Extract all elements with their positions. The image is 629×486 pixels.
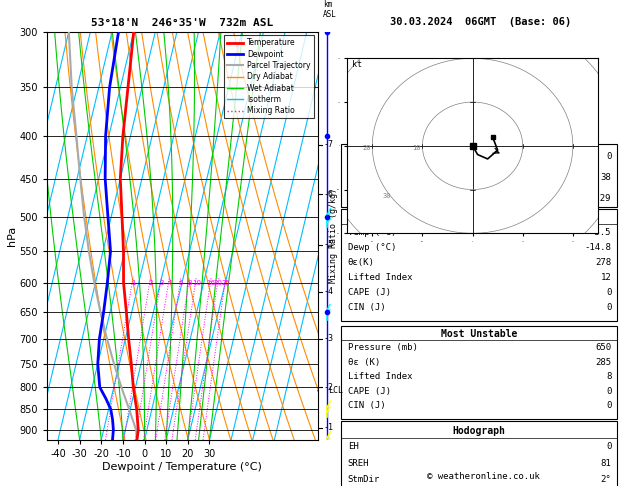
Text: PW (cm): PW (cm) (348, 194, 386, 203)
Text: CIN (J): CIN (J) (348, 303, 386, 312)
Text: θε(K): θε(K) (348, 258, 375, 267)
Text: 1: 1 (131, 280, 135, 286)
Title: 53°18'N  246°35'W  732m ASL: 53°18'N 246°35'W 732m ASL (91, 18, 274, 28)
Y-axis label: hPa: hPa (7, 226, 17, 246)
Text: 0: 0 (606, 303, 611, 312)
Text: -14.8: -14.8 (584, 243, 611, 252)
Text: 0: 0 (606, 288, 611, 297)
Text: 30: 30 (382, 193, 391, 199)
Text: 20: 20 (214, 280, 223, 286)
Text: 6: 6 (179, 280, 183, 286)
Text: -2: -2 (323, 382, 333, 392)
Text: 0: 0 (606, 152, 611, 161)
Text: 0: 0 (606, 442, 611, 451)
Text: 16: 16 (207, 280, 216, 286)
Text: 12: 12 (601, 273, 611, 282)
Text: -5: -5 (323, 240, 333, 249)
Bar (341, 144, 617, 207)
Text: CIN (J): CIN (J) (348, 401, 386, 410)
Text: -6: -6 (323, 190, 333, 199)
Text: Temp (°C): Temp (°C) (348, 228, 396, 237)
Text: -7: -7 (323, 140, 333, 149)
Text: K: K (348, 152, 353, 161)
Text: 8: 8 (187, 280, 192, 286)
Text: kt: kt (352, 60, 362, 69)
Text: 0: 0 (606, 401, 611, 410)
Legend: Temperature, Dewpoint, Parcel Trajectory, Dry Adiabat, Wet Adiabat, Isotherm, Mi: Temperature, Dewpoint, Parcel Trajectory… (223, 35, 314, 118)
Text: EH: EH (348, 442, 359, 451)
Text: 8: 8 (606, 372, 611, 382)
Text: LCL: LCL (328, 386, 343, 395)
Text: Lifted Index: Lifted Index (348, 372, 412, 382)
Text: 4: 4 (167, 280, 172, 286)
Text: 650: 650 (595, 344, 611, 352)
Text: km
ASL: km ASL (323, 0, 337, 19)
Text: 20: 20 (362, 145, 370, 151)
Text: 0.29: 0.29 (590, 194, 611, 203)
Text: Lifted Index: Lifted Index (348, 273, 412, 282)
Text: © weatheronline.co.uk: © weatheronline.co.uk (427, 472, 540, 481)
Bar (341, 326, 617, 419)
Text: Mixing Ratio (g/kg): Mixing Ratio (g/kg) (329, 188, 338, 283)
Text: Hodograph: Hodograph (452, 426, 505, 436)
Text: 0: 0 (606, 387, 611, 396)
Text: Most Unstable: Most Unstable (441, 329, 517, 339)
Text: 81: 81 (601, 459, 611, 468)
Text: 25: 25 (221, 280, 230, 286)
Text: 278: 278 (595, 258, 611, 267)
Text: CAPE (J): CAPE (J) (348, 387, 391, 396)
X-axis label: Dewpoint / Temperature (°C): Dewpoint / Temperature (°C) (103, 462, 262, 471)
Text: θε (K): θε (K) (348, 358, 380, 367)
Text: Totals Totals: Totals Totals (348, 173, 418, 182)
Text: Surface: Surface (459, 213, 499, 223)
Text: 3: 3 (159, 280, 164, 286)
Text: Dewp (°C): Dewp (°C) (348, 243, 396, 252)
Text: 38: 38 (601, 173, 611, 182)
Text: 285: 285 (595, 358, 611, 367)
Text: Pressure (mb): Pressure (mb) (348, 344, 418, 352)
Text: StmDir: StmDir (348, 475, 380, 484)
Bar (341, 209, 617, 321)
Text: -1: -1 (323, 423, 333, 433)
Text: CAPE (J): CAPE (J) (348, 288, 391, 297)
Text: 10: 10 (413, 145, 421, 151)
Text: SREH: SREH (348, 459, 369, 468)
Text: 2°: 2° (601, 475, 611, 484)
Text: -4: -4 (323, 287, 333, 296)
Text: 30.03.2024  06GMT  (Base: 06): 30.03.2024 06GMT (Base: 06) (389, 17, 571, 27)
Text: 10: 10 (192, 280, 201, 286)
Text: 2: 2 (148, 280, 153, 286)
Bar (341, 421, 617, 486)
Text: -3: -3 (323, 334, 333, 343)
Text: -3.5: -3.5 (590, 228, 611, 237)
